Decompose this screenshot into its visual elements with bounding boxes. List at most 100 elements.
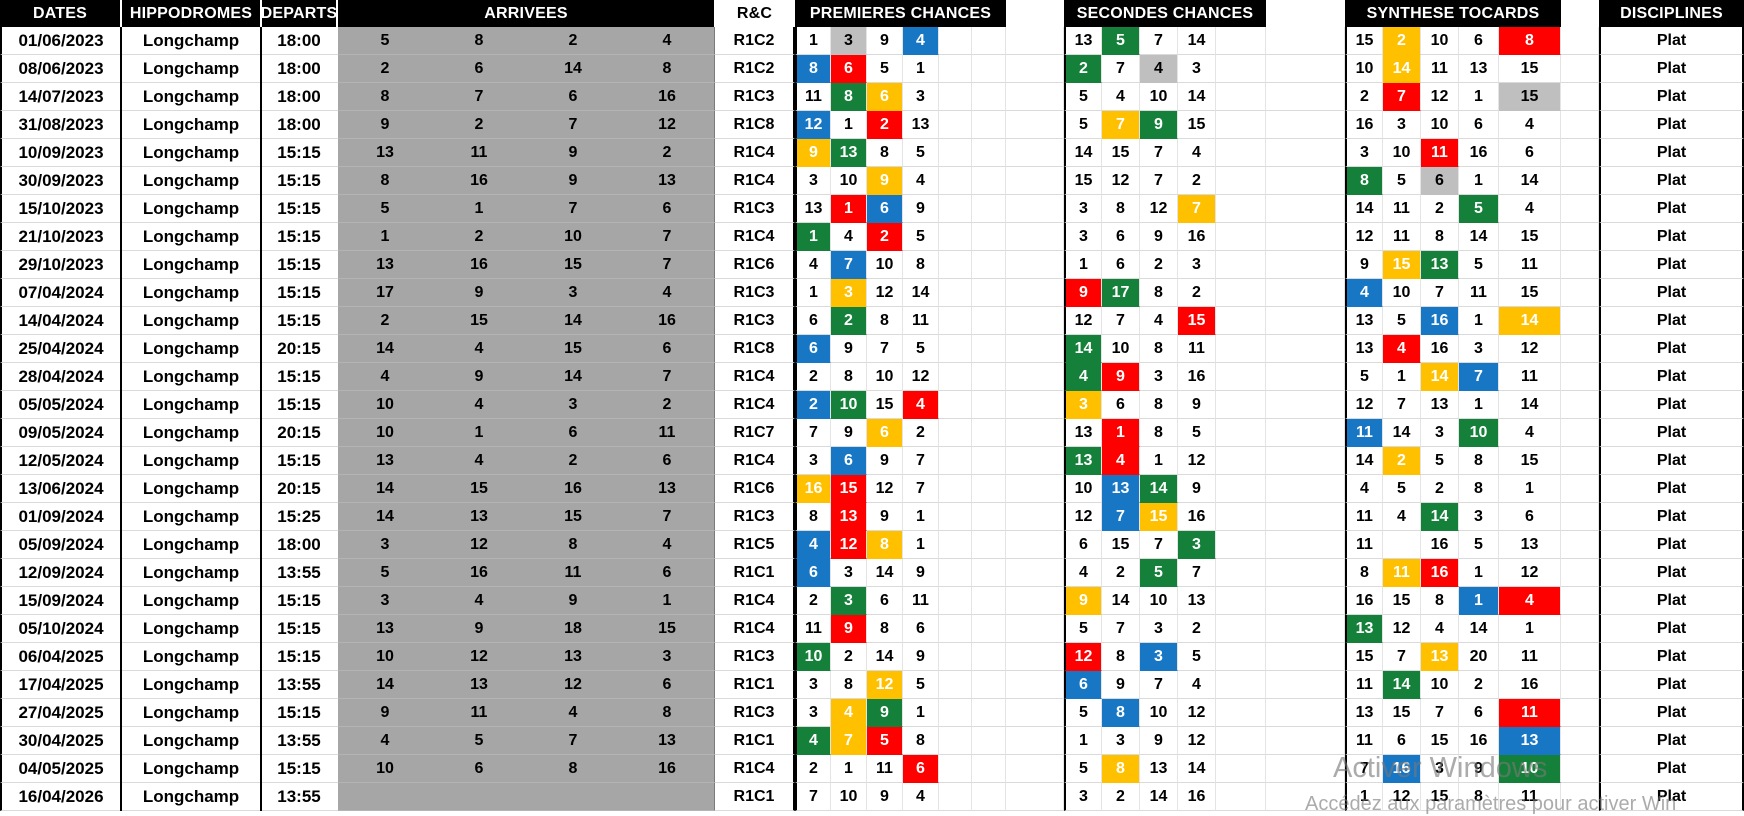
cell-arrivee[interactable]: 8 [338,167,432,195]
cell-seconde-chance[interactable]: 8 [1102,755,1140,783]
cell-arrivee[interactable]: 12 [620,111,714,139]
cell-premiere-chance[interactable]: 2 [831,307,867,335]
cell-arrivee[interactable]: 7 [620,223,714,251]
cell-synthese-tocard[interactable]: 4 [1383,503,1421,531]
cell-synthese-tocard[interactable]: 8 [1345,167,1383,195]
cell-empty[interactable] [939,615,972,643]
cell-hippodrome[interactable]: Longchamp [122,419,260,447]
cell-synthese-tocard[interactable]: 16 [1345,111,1383,139]
cell-synthese-tocard[interactable]: 3 [1421,419,1459,447]
cell-seconde-chance[interactable]: 3 [1102,727,1140,755]
cell-synthese-tocard[interactable]: 14 [1499,391,1561,419]
cell-rc[interactable]: R1C2 [714,55,795,83]
cell-seconde-chance[interactable]: 2 [1102,559,1140,587]
cell-discipline[interactable]: Plat [1599,475,1744,503]
cell-synthese-tocard[interactable]: 14 [1383,671,1421,699]
cell-empty[interactable] [972,167,1006,195]
cell-arrivee[interactable]: 6 [432,755,526,783]
cell-seconde-chance[interactable]: 9 [1102,363,1140,391]
header-premieres-chances[interactable]: PREMIERES CHANCES [795,0,1006,27]
cell-seconde-chance[interactable]: 10 [1140,587,1178,615]
cell-arrivee[interactable]: 13 [432,671,526,699]
cell-empty[interactable] [939,559,972,587]
cell-empty[interactable] [1216,419,1266,447]
cell-synthese-tocard[interactable]: 14 [1383,55,1421,83]
cell-arrivee[interactable]: 17 [338,279,432,307]
cell-synthese-tocard[interactable]: 15 [1499,223,1561,251]
cell-rc[interactable]: R1C6 [714,251,795,279]
cell-date[interactable]: 04/05/2025 [0,755,120,783]
cell-synthese-tocard[interactable]: 5 [1383,167,1421,195]
cell-date[interactable]: 05/10/2024 [0,615,120,643]
cell-premiere-chance[interactable]: 3 [795,447,831,475]
cell-seconde-chance[interactable]: 7 [1102,615,1140,643]
cell-premiere-chance[interactable]: 2 [795,587,831,615]
cell-premiere-chance[interactable]: 11 [795,615,831,643]
cell-seconde-chance[interactable]: 8 [1102,643,1140,671]
cell-empty[interactable] [1561,167,1599,195]
cell-seconde-chance[interactable]: 3 [1140,643,1178,671]
cell-empty[interactable] [939,139,972,167]
cell-synthese-tocard[interactable]: 6 [1459,27,1499,55]
cell-arrivee[interactable]: 10 [526,223,620,251]
cell-synthese-tocard[interactable]: 12 [1499,559,1561,587]
cell-seconde-chance[interactable]: 9 [1140,223,1178,251]
cell-hippodrome[interactable]: Longchamp [122,587,260,615]
cell-arrivee[interactable]: 3 [338,531,432,559]
cell-rc[interactable]: R1C3 [714,699,795,727]
cell-arrivee[interactable]: 13 [432,503,526,531]
cell-seconde-chance[interactable]: 2 [1178,615,1216,643]
cell-empty[interactable] [1561,419,1599,447]
cell-date[interactable]: 25/04/2024 [0,335,120,363]
cell-date[interactable]: 15/10/2023 [0,195,120,223]
cell-arrivee[interactable]: 4 [432,587,526,615]
cell-empty[interactable] [1216,139,1266,167]
cell-seconde-chance[interactable]: 7 [1178,195,1216,223]
cell-seconde-chance[interactable]: 5 [1064,111,1102,139]
cell-date[interactable]: 08/06/2023 [0,55,120,83]
cell-synthese-tocard[interactable]: 12 [1345,391,1383,419]
cell-arrivee[interactable]: 7 [620,363,714,391]
cell-arrivee[interactable]: 7 [620,251,714,279]
cell-premiere-chance[interactable]: 5 [903,139,939,167]
cell-empty[interactable] [939,503,972,531]
cell-empty[interactable] [972,503,1006,531]
cell-empty[interactable] [1561,391,1599,419]
cell-arrivee[interactable]: 13 [338,251,432,279]
cell-discipline[interactable]: Plat [1599,363,1744,391]
cell-empty[interactable] [939,531,972,559]
cell-arrivee[interactable]: 7 [526,727,620,755]
cell-arrivee[interactable]: 16 [432,559,526,587]
cell-synthese-tocard[interactable]: 1 [1383,363,1421,391]
cell-arrivee[interactable]: 8 [338,83,432,111]
cell-discipline[interactable]: Plat [1599,587,1744,615]
cell-empty[interactable] [1561,755,1599,783]
cell-empty[interactable] [939,251,972,279]
cell-seconde-chance[interactable]: 7 [1102,503,1140,531]
cell-synthese-tocard[interactable]: 1 [1459,587,1499,615]
cell-empty[interactable] [1216,251,1266,279]
cell-arrivee[interactable]: 9 [432,363,526,391]
cell-depart[interactable]: 15:15 [262,195,336,223]
cell-empty[interactable] [939,83,972,111]
cell-empty[interactable] [1561,587,1599,615]
cell-empty[interactable] [972,223,1006,251]
cell-arrivee[interactable]: 6 [620,195,714,223]
cell-synthese-tocard[interactable]: 9 [1459,755,1499,783]
cell-arrivee[interactable]: 4 [620,27,714,55]
cell-synthese-tocard[interactable]: 15 [1345,27,1383,55]
cell-discipline[interactable]: Plat [1599,167,1744,195]
cell-premiere-chance[interactable]: 2 [867,223,903,251]
cell-arrivee[interactable]: 2 [432,111,526,139]
cell-empty[interactable] [939,363,972,391]
cell-empty[interactable] [972,587,1006,615]
cell-rc[interactable]: R1C3 [714,195,795,223]
cell-premiere-chance[interactable]: 12 [903,363,939,391]
cell-synthese-tocard[interactable]: 13 [1459,55,1499,83]
cell-empty[interactable] [1561,615,1599,643]
cell-synthese-tocard[interactable]: 3 [1383,111,1421,139]
cell-premiere-chance[interactable]: 6 [831,447,867,475]
cell-premiere-chance[interactable]: 11 [795,83,831,111]
cell-seconde-chance[interactable]: 3 [1140,615,1178,643]
cell-premiere-chance[interactable]: 4 [903,783,939,811]
